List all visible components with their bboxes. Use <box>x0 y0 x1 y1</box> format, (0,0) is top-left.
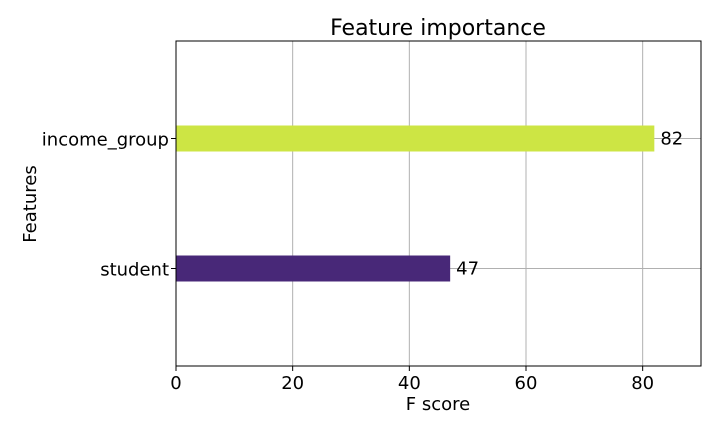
y-axis-label: Features <box>20 165 41 242</box>
x-tick-label: 40 <box>398 373 421 394</box>
y-tick-label: student <box>100 260 169 281</box>
y-axis-ticks: student income_group <box>42 130 176 281</box>
x-tick-label: 20 <box>281 373 304 394</box>
x-tick-label: 80 <box>631 373 654 394</box>
bar-student <box>176 255 451 282</box>
chart-title: Feature importance <box>330 16 546 41</box>
y-tick-label: income_group <box>42 130 169 151</box>
plot-frame <box>175 40 702 367</box>
x-tick-label: 60 <box>515 373 538 394</box>
value-label: 82 <box>660 129 683 150</box>
grid-lines <box>175 41 701 366</box>
bar-income-group <box>176 125 655 152</box>
x-axis-ticks: 0 20 40 60 80 <box>170 366 654 394</box>
x-axis-label: F score <box>406 394 470 415</box>
bars <box>176 125 655 282</box>
x-tick-label: 0 <box>170 373 181 394</box>
value-labels: 47 82 <box>456 129 683 280</box>
value-label: 47 <box>456 259 479 280</box>
